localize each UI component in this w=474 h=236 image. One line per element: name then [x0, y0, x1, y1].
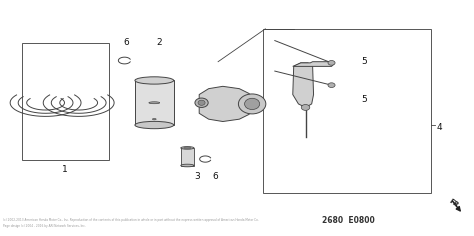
- Ellipse shape: [181, 147, 194, 149]
- Bar: [22, 43, 109, 160]
- Text: 6: 6: [123, 38, 129, 47]
- Text: 2: 2: [156, 38, 162, 47]
- Bar: [135, 80, 173, 125]
- Ellipse shape: [184, 147, 191, 149]
- Ellipse shape: [301, 105, 310, 110]
- Ellipse shape: [238, 94, 266, 114]
- Ellipse shape: [181, 164, 194, 167]
- Text: 5: 5: [362, 57, 367, 66]
- Ellipse shape: [195, 98, 208, 107]
- Ellipse shape: [149, 102, 160, 104]
- Text: 3: 3: [194, 172, 200, 181]
- Ellipse shape: [135, 77, 173, 84]
- Text: FR.: FR.: [447, 198, 462, 210]
- Ellipse shape: [245, 98, 260, 110]
- Text: Page design (c) 2004 - 2016 by ARI Network Services, Inc.: Page design (c) 2004 - 2016 by ARI Netwo…: [3, 224, 86, 228]
- Ellipse shape: [198, 100, 205, 105]
- Text: 4: 4: [437, 123, 442, 132]
- Text: 1: 1: [62, 165, 67, 174]
- Text: 6: 6: [213, 172, 219, 181]
- Ellipse shape: [328, 83, 335, 88]
- Polygon shape: [293, 62, 334, 66]
- Polygon shape: [293, 63, 314, 107]
- Text: 5: 5: [362, 95, 367, 104]
- Polygon shape: [199, 86, 256, 122]
- Ellipse shape: [153, 118, 156, 120]
- Ellipse shape: [135, 121, 173, 129]
- Bar: [263, 29, 431, 193]
- Bar: [181, 148, 194, 165]
- Ellipse shape: [328, 60, 335, 65]
- Text: (c) 2002-2013 American Honda Motor Co., Inc. Reproduction of the contents of thi: (c) 2002-2013 American Honda Motor Co., …: [3, 218, 259, 222]
- Text: 2680  E0800: 2680 E0800: [322, 215, 375, 225]
